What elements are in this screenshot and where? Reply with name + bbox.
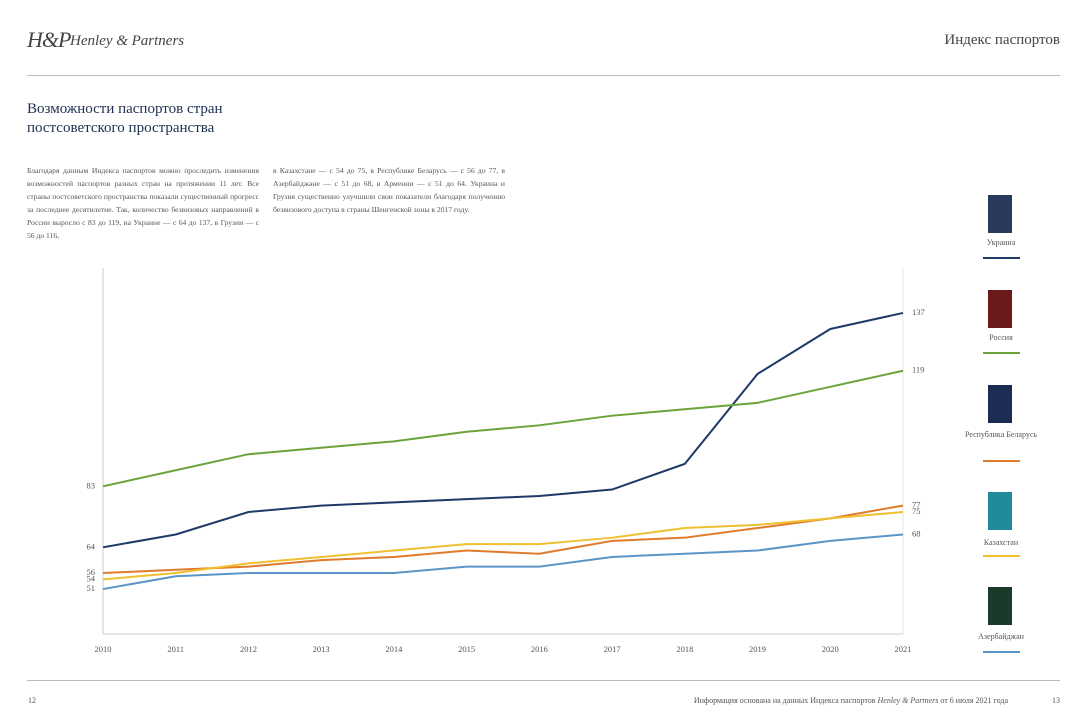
end-value-label: 137 [912, 307, 925, 317]
end-value-label: 68 [912, 528, 921, 538]
series-line [102, 504, 904, 574]
x-tick-label: 2016 [531, 644, 548, 654]
passport-icon [988, 385, 1012, 423]
legend-label: Казахстан [983, 538, 1019, 547]
end-value-label: 119 [912, 365, 924, 375]
x-tick-label: 2018 [676, 644, 693, 654]
end-value-label: 77 [912, 500, 921, 510]
page-number: 12 [28, 696, 36, 705]
footer-note: Информация основана на данных Индекса па… [694, 696, 1008, 705]
note-text: от 6 июля 2021 года [938, 696, 1008, 705]
series-line [102, 533, 904, 591]
note-brand: Henley & Partners [877, 696, 939, 705]
x-tick-label: 2010 [95, 644, 112, 654]
note-text: Информация основана на данных Индекса па… [693, 696, 878, 705]
passport-icon [988, 492, 1012, 530]
brand: Henley & Partners [70, 33, 185, 49]
start-value-label: 64 [87, 541, 96, 551]
header-rule [27, 75, 1060, 76]
passport-icon [988, 290, 1012, 328]
paragraph: Благодаря данным Индекса паспортов можно… [27, 166, 259, 240]
x-tick-label: 2019 [749, 644, 766, 654]
x-tick-label: 2020 [822, 644, 839, 654]
legend-label: Азербайджан [978, 632, 1024, 641]
page-title: Возможности паспортов стран постсоветско… [27, 100, 223, 138]
section-title: Индекс паспортов [944, 32, 1060, 48]
series-line [102, 511, 904, 581]
start-value-label: 83 [87, 480, 96, 490]
end-value-label: 75 [912, 506, 921, 516]
x-tick-label: 2014 [385, 644, 403, 654]
start-value-label: 51 [87, 583, 96, 593]
legend-label: Россия [989, 333, 1013, 342]
passport-icon [988, 195, 1012, 233]
legend-label: Республика Беларусь [964, 430, 1038, 439]
passport-icon [988, 587, 1012, 625]
start-value-label: 54 [87, 573, 96, 583]
x-tick-label: 2013 [313, 644, 330, 654]
title-line: Возможности паспортов стран [27, 101, 223, 117]
x-tick-label: 2021 [895, 644, 912, 654]
x-tick-label: 2015 [458, 644, 475, 654]
series-line [102, 369, 904, 488]
series-line [102, 311, 904, 549]
footer-rule [27, 680, 1060, 681]
start-value-label: 56 [87, 567, 96, 577]
x-tick-label: 2011 [167, 644, 184, 654]
x-tick-label: 2017 [604, 644, 621, 654]
title-line: постсоветского пространства [27, 120, 215, 136]
logo-mark: H&P [27, 27, 71, 52]
legend-label: Украина [986, 238, 1016, 247]
x-tick-label: 2012 [240, 644, 257, 654]
paragraph: в Казахстане — с 54 до 75, в Республике … [273, 166, 505, 214]
page-number: 13 [1052, 696, 1060, 705]
